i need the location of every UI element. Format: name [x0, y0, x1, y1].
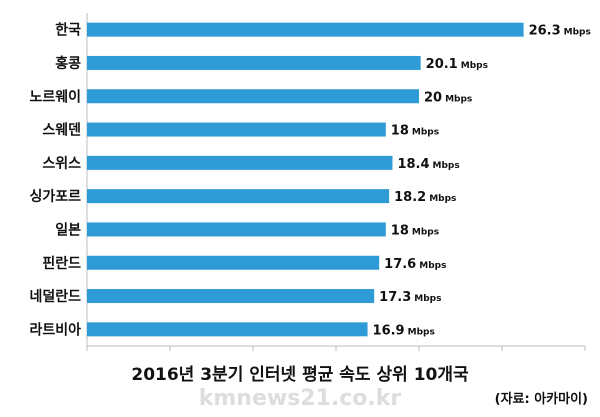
bar: [87, 255, 380, 270]
source-note: (자료: 아카마이): [494, 392, 588, 407]
category-label: 스위스: [42, 156, 81, 172]
category-label: 홍콩: [55, 55, 81, 72]
bar: [87, 189, 390, 204]
bar: [87, 289, 375, 304]
bar: [87, 89, 419, 104]
bars: [87, 22, 524, 337]
value-label: 20.1 Mbps: [426, 57, 488, 72]
value-unit: Mbps: [414, 294, 441, 304]
value-label: 18 Mbps: [391, 223, 439, 238]
value-unit: Mbps: [564, 28, 591, 38]
value-label: 18.2 Mbps: [394, 190, 456, 205]
chart-title: 2016년 3분기 인터넷 평균 속도 상위 10개국: [131, 365, 469, 385]
value-unit: Mbps: [461, 61, 488, 71]
bar: [87, 155, 393, 170]
bar: [87, 22, 524, 37]
value-unit: Mbps: [429, 194, 456, 204]
bar: [87, 122, 386, 137]
value-unit: Mbps: [445, 94, 472, 104]
value-label: 16.9 Mbps: [373, 323, 435, 338]
bar: [87, 55, 421, 70]
value-label: 20 Mbps: [424, 90, 472, 105]
watermark: kmnews21.co.kr: [198, 386, 402, 411]
value-label: 18 Mbps: [391, 124, 439, 139]
category-label: 일본: [55, 222, 81, 238]
value-unit: Mbps: [412, 227, 439, 237]
category-label: 싱가포르: [29, 189, 81, 205]
labels: 한국 26.3 Mbps 홍콩 20.1 Mbps 노르웨이 20 Mbps 스웨덴 18 Mbps 스…: [29, 23, 590, 339]
value-label: 17.6 Mbps: [384, 257, 446, 272]
bar: [87, 322, 368, 337]
category-label: 노르웨이: [29, 88, 81, 105]
bar: [87, 222, 386, 237]
value-unit: Mbps: [408, 327, 435, 337]
category-label: 한국: [55, 23, 81, 39]
value-label: 18.4 Mbps: [397, 157, 459, 172]
value-unit: Mbps: [419, 261, 446, 271]
value-label: 17.3 Mbps: [379, 290, 441, 305]
category-label: 네덜란드: [29, 288, 81, 305]
category-label: 스웨덴: [42, 123, 81, 139]
category-label: 핀란드: [42, 255, 81, 272]
category-label: 라트비아: [29, 321, 81, 338]
value-label: 26.3 Mbps: [529, 24, 591, 39]
value-unit: Mbps: [412, 128, 439, 138]
value-unit: Mbps: [433, 161, 460, 171]
